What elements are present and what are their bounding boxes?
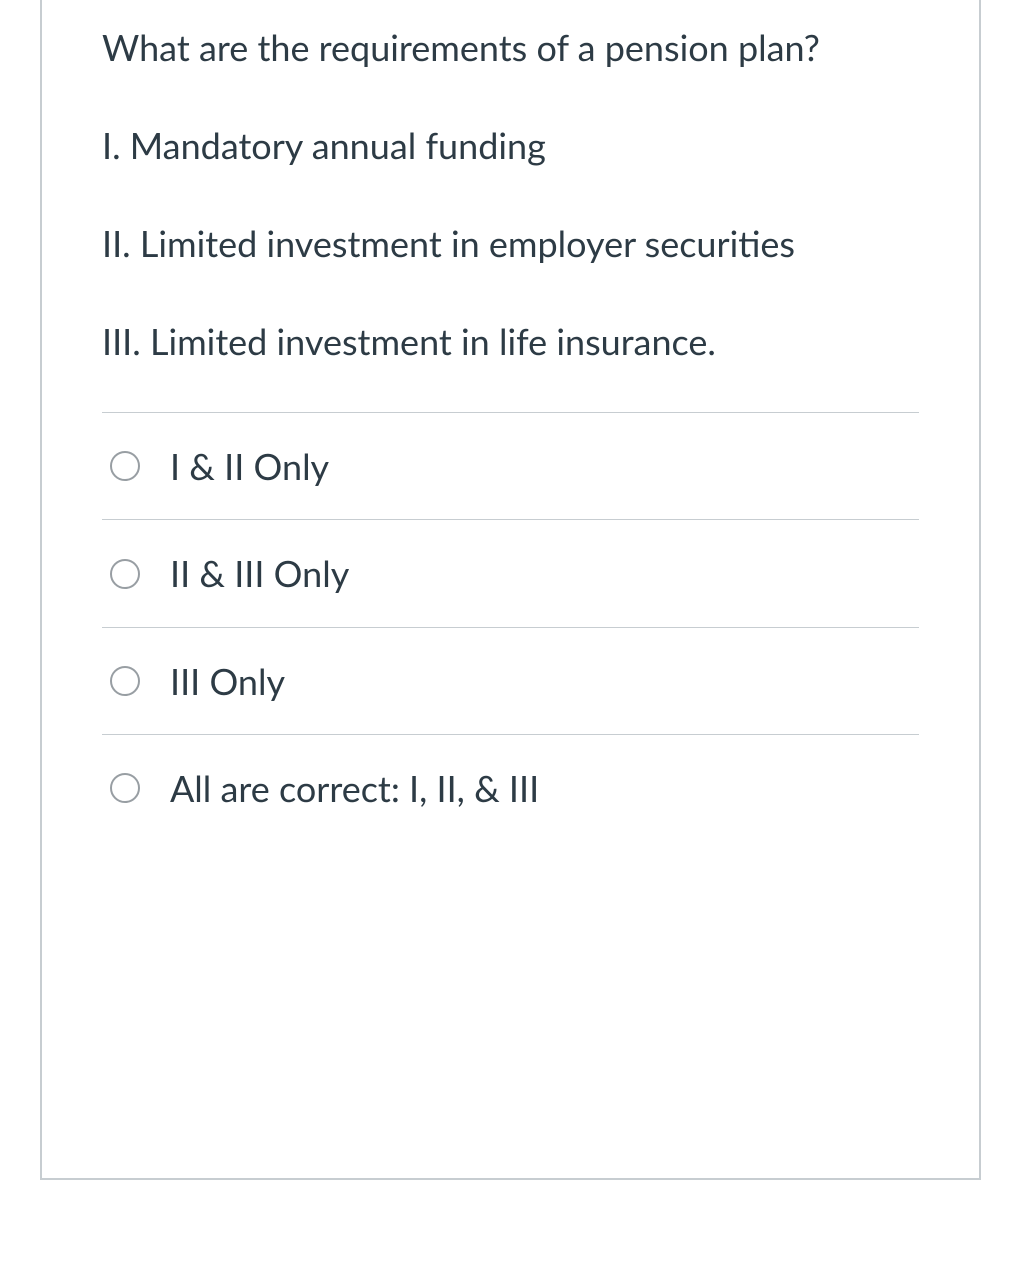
answer-option-2[interactable]: II & III Only [102, 519, 919, 626]
answer-option-1[interactable]: I & II Only [102, 412, 919, 519]
answer-option-3[interactable]: III Only [102, 627, 919, 734]
answer-label: II & III Only [170, 548, 349, 598]
radio-icon[interactable] [110, 666, 140, 696]
answer-label: All are correct: I, II, & III [170, 763, 539, 813]
radio-icon[interactable] [110, 559, 140, 589]
stem-line-4: III. Limited investment in life insuranc… [102, 314, 919, 368]
question-stem: What are the requirements of a pension p… [102, 0, 919, 368]
answer-options: I & II Only II & III Only III Only All a… [102, 412, 919, 824]
stem-line-1: What are the requirements of a pension p… [102, 20, 919, 74]
radio-icon[interactable] [110, 773, 140, 803]
answer-option-4[interactable]: All are correct: I, II, & III [102, 734, 919, 823]
question-card: What are the requirements of a pension p… [40, 0, 981, 1180]
stem-line-2: I. Mandatory annual funding [102, 118, 919, 172]
radio-icon[interactable] [110, 451, 140, 481]
answer-label: I & II Only [170, 441, 329, 491]
answer-label: III Only [170, 656, 285, 706]
stem-line-3: II. Limited investment in employer secur… [102, 216, 919, 270]
